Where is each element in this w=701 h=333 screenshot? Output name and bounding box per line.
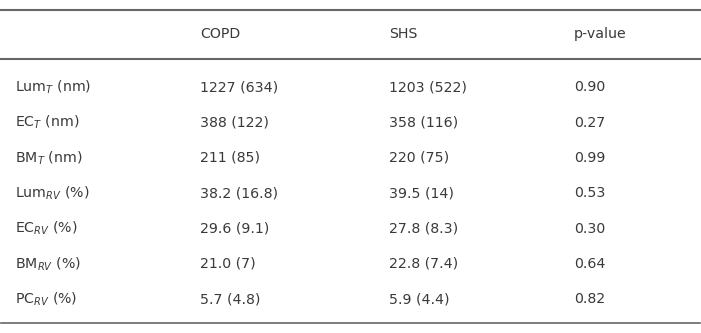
Text: 0.64: 0.64 — [574, 257, 605, 271]
Text: 38.2 (16.8): 38.2 (16.8) — [200, 186, 278, 200]
Text: 1203 (522): 1203 (522) — [389, 80, 467, 94]
Text: 29.6 (9.1): 29.6 (9.1) — [200, 221, 270, 235]
Text: 0.99: 0.99 — [574, 151, 605, 165]
Text: BM$_T$ (nm): BM$_T$ (nm) — [15, 149, 83, 166]
Text: EC$_T$ (nm): EC$_T$ (nm) — [15, 114, 80, 131]
Text: 21.0 (7): 21.0 (7) — [200, 257, 256, 271]
Text: 22.8 (7.4): 22.8 (7.4) — [389, 257, 458, 271]
Text: p-value: p-value — [574, 27, 627, 41]
Text: SHS: SHS — [389, 27, 417, 41]
Text: EC$_{RV}$ (%): EC$_{RV}$ (%) — [15, 220, 78, 237]
Text: 0.53: 0.53 — [574, 186, 605, 200]
Text: 27.8 (8.3): 27.8 (8.3) — [389, 221, 458, 235]
Text: 220 (75): 220 (75) — [389, 151, 449, 165]
Text: 388 (122): 388 (122) — [200, 116, 269, 130]
Text: 5.9 (4.4): 5.9 (4.4) — [389, 292, 449, 306]
Text: 0.27: 0.27 — [574, 116, 605, 130]
Text: 1227 (634): 1227 (634) — [200, 80, 278, 94]
Text: COPD: COPD — [200, 27, 240, 41]
Text: BM$_{RV}$ (%): BM$_{RV}$ (%) — [15, 255, 81, 273]
Text: 5.7 (4.8): 5.7 (4.8) — [200, 292, 261, 306]
Text: 0.30: 0.30 — [574, 221, 605, 235]
Text: Lum$_{RV}$ (%): Lum$_{RV}$ (%) — [15, 184, 90, 202]
Text: 358 (116): 358 (116) — [389, 116, 458, 130]
Text: PC$_{RV}$ (%): PC$_{RV}$ (%) — [15, 291, 78, 308]
Text: 0.90: 0.90 — [574, 80, 605, 94]
Text: 0.82: 0.82 — [574, 292, 605, 306]
Text: Lum$_T$ (nm): Lum$_T$ (nm) — [15, 79, 92, 96]
Text: 39.5 (14): 39.5 (14) — [389, 186, 454, 200]
Text: 211 (85): 211 (85) — [200, 151, 260, 165]
